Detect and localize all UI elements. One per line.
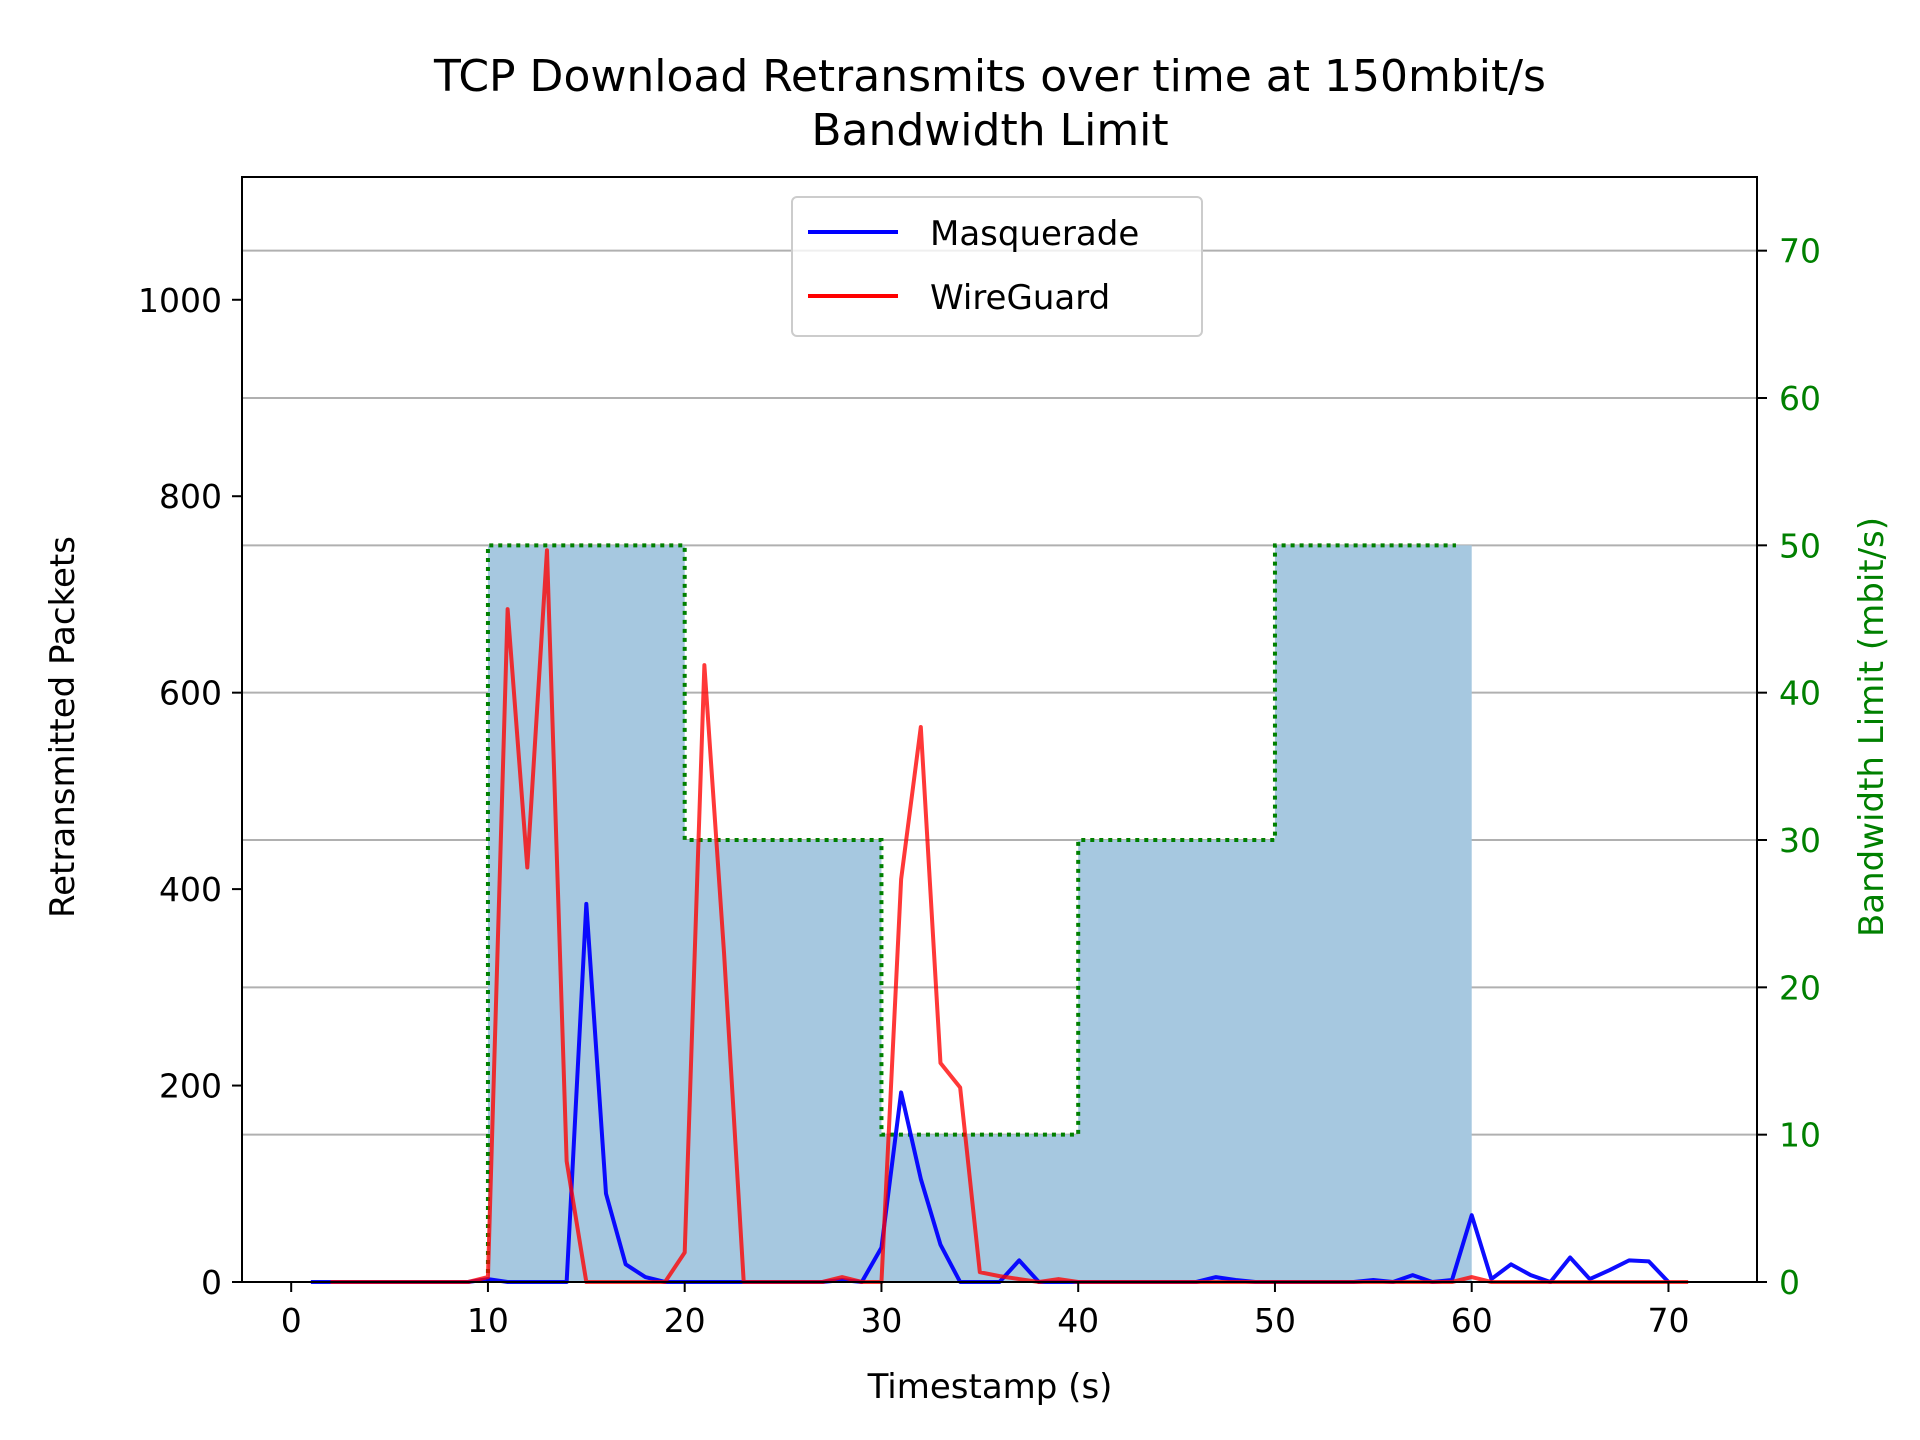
legend-wireguard-label: WireGuard (930, 278, 1110, 318)
x-tick-label: 50 (1254, 1301, 1296, 1340)
wireguard-line (330, 548, 1689, 1284)
right-axis-ticks: 0 10 20 30 40 50 60 70 (1757, 232, 1821, 1302)
x-tick-label: 60 (1451, 1301, 1493, 1340)
y-axis-ticks: 0 200 400 600 800 1000 (138, 281, 242, 1302)
right-tick-label: 10 (1779, 1116, 1821, 1155)
x-tick-label: 70 (1647, 1301, 1689, 1340)
plot-frame (241, 176, 1758, 1283)
y-tick-label: 800 (159, 477, 222, 516)
x-axis-label: Timestamp (s) (867, 1367, 1113, 1407)
legend-masquerade-label: Masquerade (930, 214, 1139, 254)
y-tick-label: 200 (159, 1067, 222, 1106)
y-tick-label: 600 (159, 674, 222, 713)
chart-title: TCP Download Retransmits over time at 15… (433, 51, 1546, 102)
right-tick-label: 60 (1779, 379, 1821, 418)
right-tick-label: 20 (1779, 968, 1821, 1007)
x-tick-label: 20 (664, 1301, 706, 1340)
y-tick-label: 0 (201, 1263, 222, 1302)
bandwidth-step-line (485, 543, 1456, 1282)
right-axis-label: Bandwidth Limit (mbit/s) (1852, 517, 1892, 937)
y-tick-label: 1000 (138, 281, 222, 320)
legend: Masquerade WireGuard (791, 196, 1203, 337)
right-tick-label: 40 (1779, 674, 1821, 713)
x-axis-ticks: 0 10 20 30 40 50 60 70 (281, 1282, 1689, 1340)
right-tick-label: 50 (1779, 526, 1821, 565)
right-tick-label: 70 (1779, 232, 1821, 271)
bandwidth-step (485, 543, 1456, 1282)
x-tick-label: 40 (1057, 1301, 1099, 1340)
y-tick-label: 400 (159, 870, 222, 909)
x-tick-label: 30 (860, 1301, 902, 1340)
right-tick-label: 30 (1779, 821, 1821, 860)
right-tick-label: 0 (1779, 1263, 1800, 1302)
chart-subtitle: Bandwidth Limit (811, 105, 1168, 156)
y-axis-label: Retransmitted Packets (43, 536, 83, 918)
x-tick-label: 0 (281, 1301, 302, 1340)
x-tick-label: 10 (467, 1301, 509, 1340)
